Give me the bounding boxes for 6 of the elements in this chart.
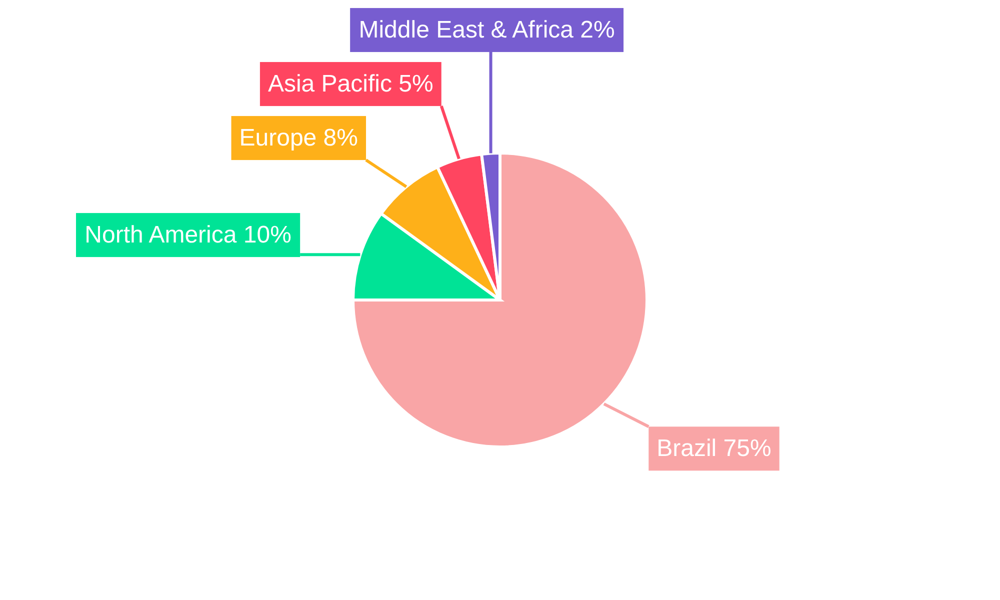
slice-label: Asia Pacific 5% [268, 70, 434, 98]
slice-label: North America 10% [84, 222, 292, 249]
slice-label: Middle East & Africa 2% [358, 16, 615, 44]
pie-slice [352, 152, 648, 448]
slice-label: Brazil 75% [656, 435, 772, 462]
slice-label: Europe 8% [239, 124, 358, 152]
